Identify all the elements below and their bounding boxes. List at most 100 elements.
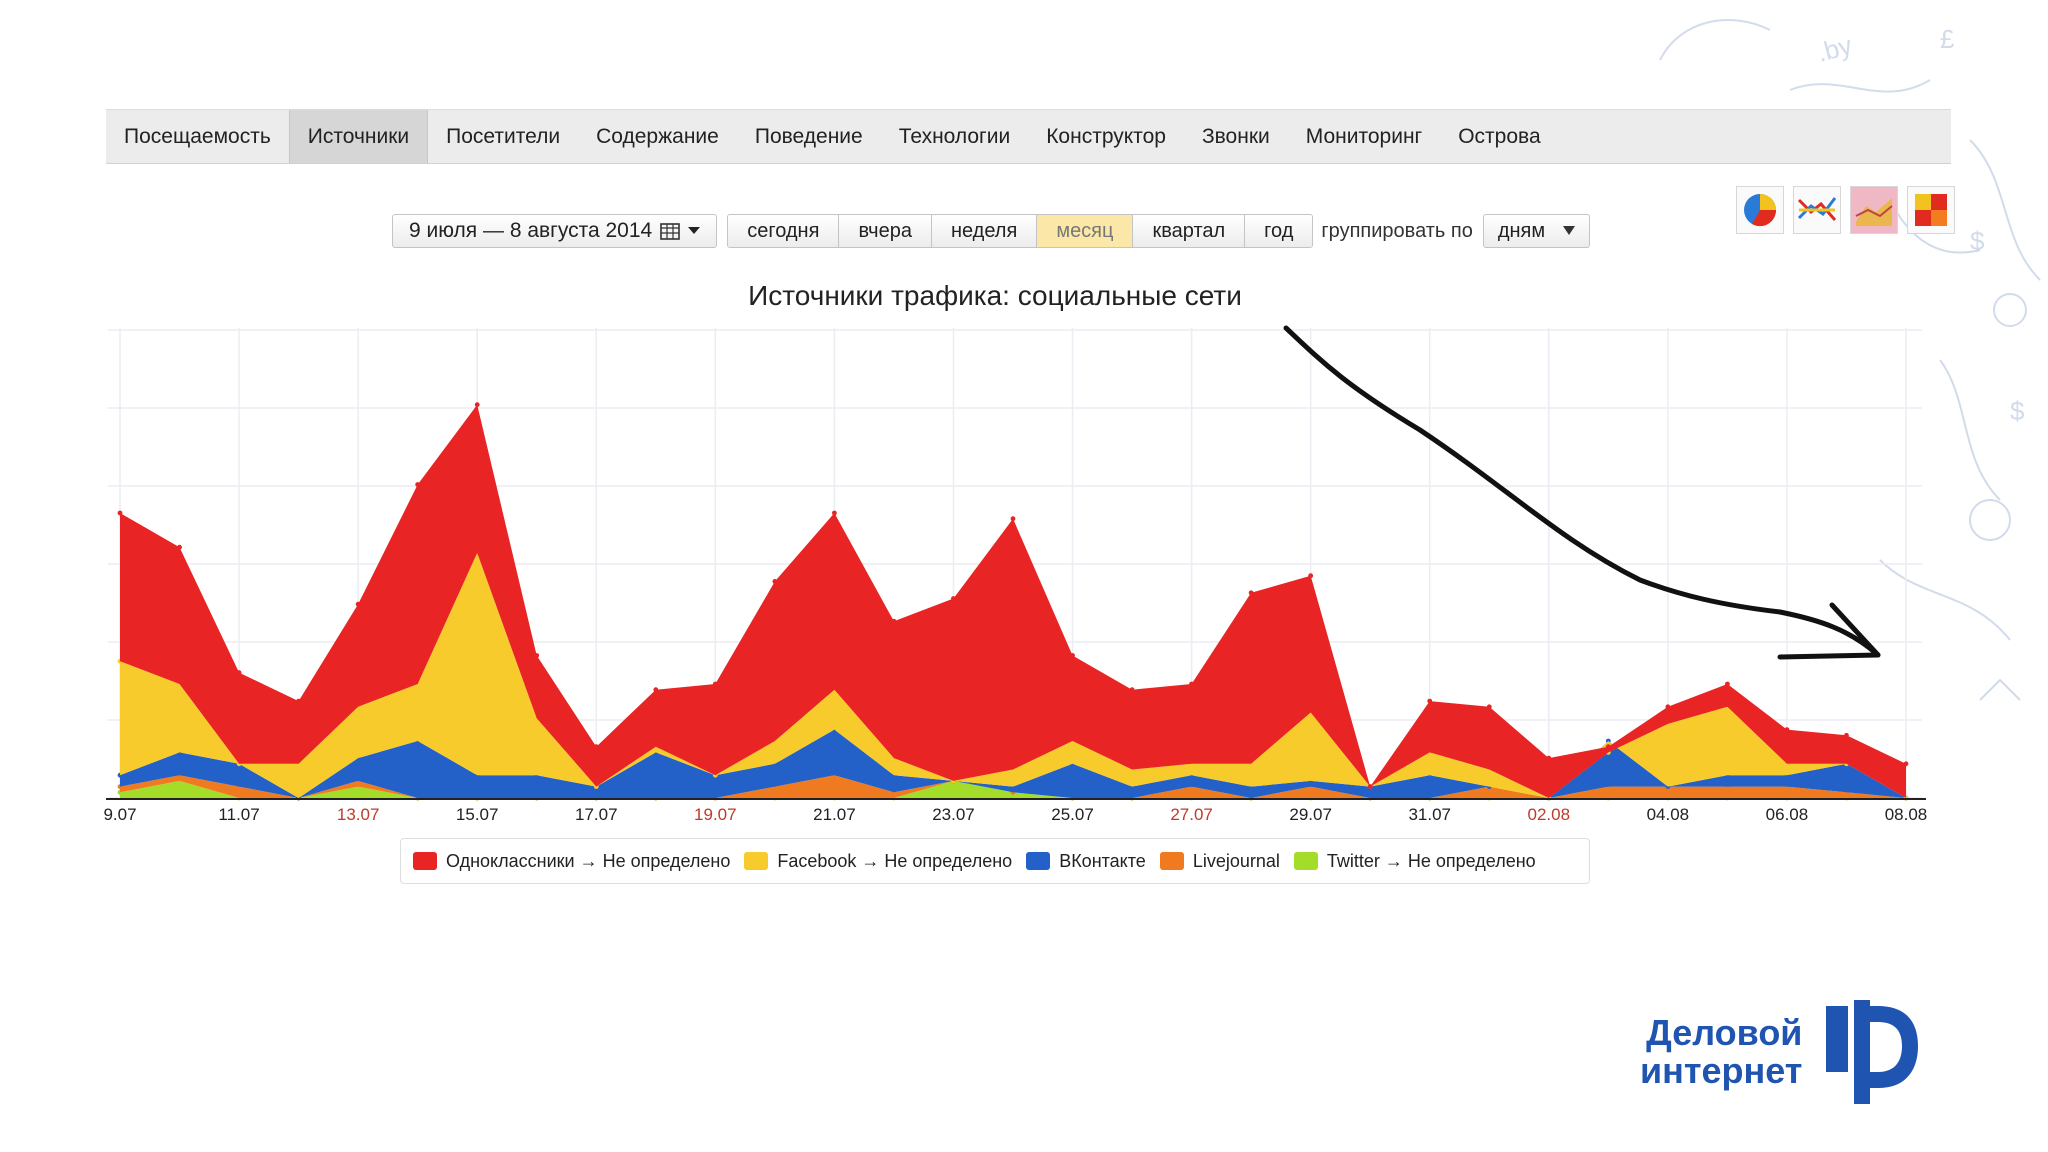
- data-point[interactable]: [1308, 573, 1314, 579]
- chart-view-switcher: [1736, 186, 1955, 234]
- data-point[interactable]: [653, 687, 659, 693]
- chevron-down-icon: [1563, 226, 1576, 235]
- data-point[interactable]: [415, 482, 421, 487]
- line-chart-icon[interactable]: [1793, 186, 1841, 234]
- nav-item[interactable]: Технологии: [898, 124, 1011, 148]
- x-tick-label: 31.07: [1408, 805, 1451, 824]
- legend-swatch: [1026, 852, 1051, 870]
- area-chart-icon[interactable]: [1850, 186, 1898, 234]
- caret-down-icon: [688, 227, 701, 234]
- data-point[interactable]: [236, 670, 242, 675]
- nav-item[interactable]: Мониторинг: [1305, 124, 1423, 148]
- data-point[interactable]: [891, 618, 897, 624]
- data-point[interactable]: [1070, 653, 1075, 658]
- data-point[interactable]: [1129, 687, 1135, 693]
- legend-item[interactable]: Livejournal: [1159, 851, 1280, 872]
- legend-item[interactable]: Twitter → Не определено: [1293, 850, 1536, 872]
- data-point[interactable]: [772, 579, 778, 584]
- data-point[interactable]: [177, 544, 182, 550]
- data-point[interactable]: [1546, 755, 1552, 761]
- nav-item[interactable]: Содержание: [596, 124, 719, 148]
- data-point[interactable]: [712, 681, 718, 687]
- data-point[interactable]: [1367, 784, 1373, 789]
- nav-item[interactable]: Источники: [288, 110, 429, 163]
- x-tick-label: 17.07: [575, 805, 618, 824]
- x-tick-label: 29.07: [1289, 805, 1332, 824]
- x-tick-label: 23.07: [932, 805, 975, 824]
- data-point[interactable]: [1725, 681, 1730, 687]
- legend-label: Одноклассники → Не определено: [446, 850, 731, 871]
- data-point[interactable]: [355, 601, 361, 607]
- series-area-4[interactable]: [120, 404, 1906, 798]
- legend-item[interactable]: ВКонтакте: [1026, 851, 1146, 872]
- x-tick-label: 27.07: [1170, 805, 1213, 824]
- calendar-icon: [660, 223, 681, 240]
- date-range-label: 9 июля — 8 августа 2014: [409, 219, 653, 242]
- brand-line1: Деловой: [1646, 1012, 1803, 1053]
- legend-swatch: [1159, 852, 1184, 870]
- period-button[interactable]: месяц: [1037, 215, 1134, 247]
- legend-swatch: [413, 852, 437, 870]
- nav-item[interactable]: Посетители: [446, 124, 561, 148]
- date-range-picker[interactable]: 9 июля — 8 августа 2014: [392, 214, 718, 248]
- x-tick-label: 21.07: [813, 805, 856, 824]
- data-point[interactable]: [1248, 590, 1254, 596]
- data-point[interactable]: [1427, 698, 1433, 704]
- legend-item[interactable]: Facebook → Не определено: [744, 851, 1012, 872]
- x-tick-label: 13.07: [337, 805, 380, 824]
- data-point[interactable]: [296, 698, 301, 704]
- data-point[interactable]: [1665, 704, 1671, 710]
- x-tick-label: 06.08: [1766, 805, 1809, 824]
- data-point[interactable]: [593, 744, 599, 750]
- data-point[interactable]: [1486, 704, 1492, 710]
- data-point[interactable]: [1844, 732, 1849, 738]
- nav-item[interactable]: Звонки: [1201, 124, 1270, 148]
- pie-chart-icon[interactable]: [1736, 186, 1784, 234]
- data-point[interactable]: [1189, 681, 1194, 687]
- period-button[interactable]: неделя: [931, 215, 1038, 247]
- group-by-label: группировать по: [1321, 219, 1473, 242]
- data-point[interactable]: [951, 596, 956, 601]
- x-tick-label: 08.08: [1885, 805, 1928, 824]
- nav-item[interactable]: Конструктор: [1046, 124, 1166, 148]
- x-tick-label: 04.08: [1647, 805, 1690, 824]
- data-point[interactable]: [117, 510, 123, 516]
- data-point[interactable]: [832, 510, 837, 516]
- series-area-3[interactable]: [120, 552, 1906, 798]
- x-tick-label: 9.07: [103, 805, 136, 824]
- legend-swatch: [744, 852, 769, 870]
- period-button[interactable]: год: [1245, 215, 1313, 247]
- svg-text:$: $: [1970, 226, 1985, 256]
- chart-legend: Одноклассники → Не определено Facebook → …: [400, 838, 1590, 884]
- heatmap-icon[interactable]: [1907, 186, 1955, 234]
- nav-item[interactable]: Поведение: [754, 124, 863, 148]
- nav-item[interactable]: Посещаемость: [124, 124, 271, 148]
- data-point[interactable]: [1903, 761, 1909, 767]
- data-point[interactable]: [1784, 727, 1790, 732]
- period-selector: сегодня вчера неделя месяц квартал год: [727, 214, 1314, 248]
- x-tick-label: 11.07: [218, 805, 259, 824]
- period-button[interactable]: сегодня: [728, 215, 840, 247]
- legend-label: ВКонтакте: [1059, 850, 1146, 871]
- legend-swatch: [1293, 852, 1318, 870]
- data-point[interactable]: [534, 653, 540, 658]
- legend-label: Facebook → Не определено: [777, 850, 1013, 871]
- svg-text:£: £: [1940, 24, 1955, 54]
- period-button[interactable]: квартал: [1133, 215, 1246, 247]
- period-controls: 9 июля — 8 августа 2014 сегодня вчера неде…: [392, 214, 1591, 248]
- period-button[interactable]: вчера: [839, 215, 932, 247]
- x-tick-label: 02.08: [1528, 805, 1571, 824]
- data-point[interactable]: [1010, 516, 1016, 522]
- group-by-select[interactable]: дням: [1482, 214, 1591, 248]
- nav-item[interactable]: Острова: [1458, 124, 1541, 148]
- svg-text:$: $: [2010, 396, 2025, 426]
- data-point[interactable]: [1605, 744, 1611, 750]
- series-area-2[interactable]: [120, 729, 1906, 798]
- x-tick-label: 25.07: [1051, 805, 1094, 824]
- legend-item[interactable]: Одноклассники → Не определено: [413, 851, 730, 872]
- legend-label: Twitter → Не определено: [1326, 850, 1536, 871]
- x-tick-label: 19.07: [694, 805, 737, 824]
- data-point[interactable]: [474, 402, 480, 408]
